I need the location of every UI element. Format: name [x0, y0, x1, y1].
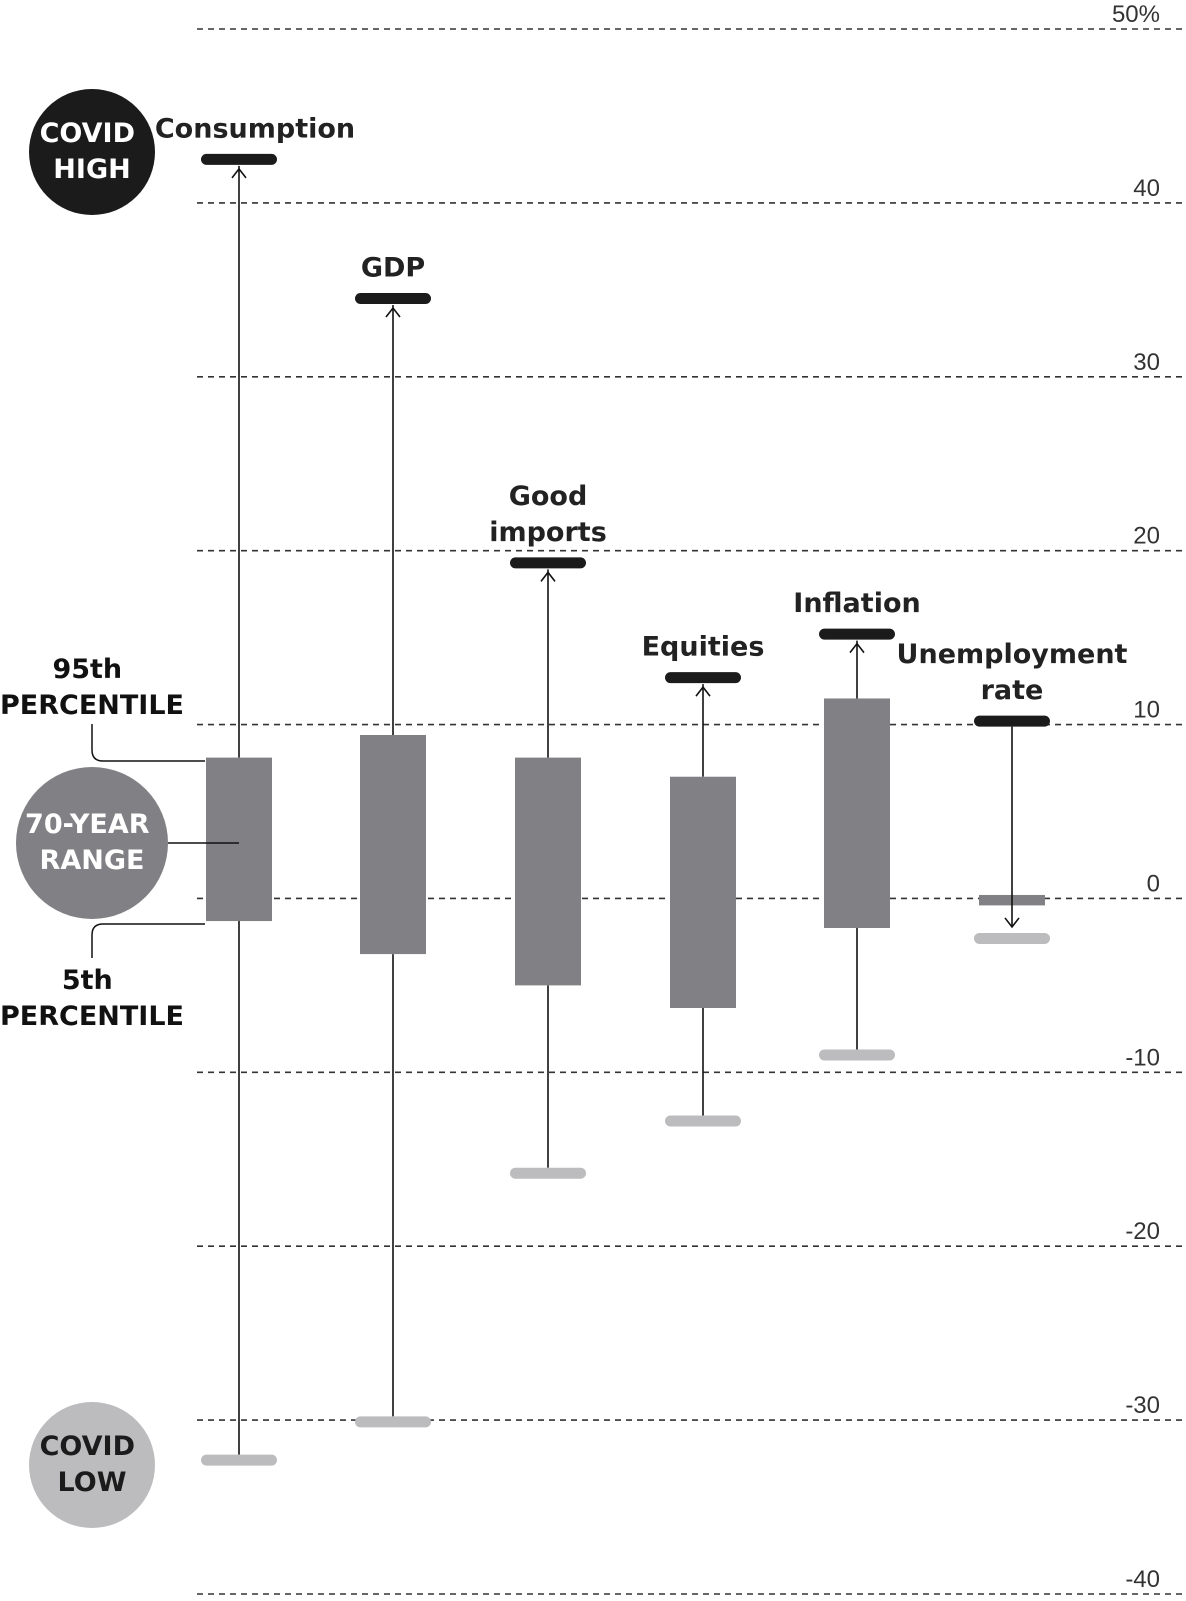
- y-tick-label: -40: [1125, 1566, 1160, 1593]
- covid-high-line-2: HIGH: [53, 154, 130, 185]
- y-tick-label: -10: [1125, 1044, 1160, 1071]
- range-line-2: RANGE: [40, 845, 145, 876]
- series-label-line: Equities: [642, 632, 765, 663]
- series-label-line: imports: [489, 517, 607, 548]
- y-axis-ticks: 50% 40 30 20 10 0 -10 -20 -30 -40: [1112, 1, 1160, 1593]
- down-arrowhead: [1004, 917, 1020, 929]
- series-label-line: rate: [981, 675, 1044, 706]
- series-label: Consumption: [155, 113, 355, 144]
- covid-low-marker: [355, 1416, 431, 1428]
- covid-low-marker: [201, 1454, 277, 1466]
- covid-high-marker: [974, 715, 1050, 727]
- covid-low-line-1: COVID: [40, 1431, 135, 1462]
- covid-high-marker: [510, 557, 586, 569]
- series-label: Unemployment rate: [897, 639, 1128, 706]
- covid-low-legend: COVID LOW: [29, 1402, 155, 1528]
- series-inflation: Inflation: [793, 588, 921, 1061]
- range-box: [670, 776, 736, 1008]
- covid-high-legend: COVID HIGH: [29, 89, 155, 215]
- covid-low-marker: [665, 1115, 741, 1127]
- p5-line-1: 5th: [62, 965, 113, 996]
- series-gdp: GDP: [355, 253, 431, 1428]
- range-box: [360, 734, 426, 955]
- range-box: [824, 698, 890, 929]
- up-arrowhead: [385, 306, 401, 318]
- up-arrowhead: [231, 167, 247, 179]
- series-label-line: Unemployment: [897, 639, 1128, 670]
- y-tick-label: 10: [1133, 697, 1160, 724]
- covid-high-marker: [355, 293, 431, 305]
- y-tick-label: 20: [1133, 523, 1160, 550]
- range-box: [515, 757, 581, 986]
- svg-text:COVID LOW: COVID LOW: [40, 1431, 145, 1498]
- range-line-1: 70-YEAR: [25, 809, 150, 840]
- covid-high-marker: [201, 153, 277, 165]
- y-tick-label: 0: [1147, 870, 1160, 897]
- y-tick-label: -20: [1125, 1218, 1160, 1245]
- series-label: Inflation: [793, 588, 920, 619]
- range-badge: [16, 767, 168, 919]
- y-tick-label: 50%: [1112, 1, 1160, 28]
- covid-low-marker: [974, 932, 1050, 944]
- series-label: GDP: [361, 253, 425, 284]
- svg-text:5th PERCENTILE: 5th PERCENTILE: [0, 965, 184, 1032]
- p5-callout: 5th PERCENTILE: [0, 923, 205, 1032]
- series-label-line: GDP: [361, 253, 425, 284]
- series-good-imports: Good imports: [489, 481, 607, 1179]
- p95-connector: [91, 724, 205, 762]
- series-equities: Equities: [642, 632, 765, 1127]
- covid-high-line-1: COVID: [40, 118, 135, 149]
- series-marks: Consumption GDP Good imports Equities Inflati…: [155, 113, 1128, 1466]
- svg-text:95th PERCENTILE: 95th PERCENTILE: [0, 654, 184, 721]
- series-label-line: Inflation: [793, 588, 920, 619]
- series-consumption: Consumption: [155, 113, 355, 1466]
- series-label-line: Good: [509, 481, 588, 512]
- p95-callout: 95th PERCENTILE: [0, 654, 205, 762]
- covid-low-badge: [29, 1402, 155, 1528]
- up-arrowhead: [695, 685, 711, 697]
- up-arrowhead: [540, 571, 556, 582]
- range-legend: 70-YEAR RANGE: [16, 767, 239, 919]
- p95-line-1: 95th: [52, 654, 122, 685]
- p95-line-2: PERCENTILE: [0, 690, 184, 721]
- range-box: [206, 757, 272, 922]
- series-label-line: Consumption: [155, 113, 355, 144]
- p5-connector: [91, 923, 205, 958]
- covid-high-marker: [819, 628, 895, 640]
- covid-low-marker: [510, 1167, 586, 1179]
- series-unemployment-rate: Unemployment rate: [897, 639, 1128, 944]
- series-label: Good imports: [489, 481, 607, 548]
- covid-low-marker: [819, 1049, 895, 1061]
- covid-high-marker: [665, 672, 741, 684]
- svg-text:70-YEAR RANGE: 70-YEAR RANGE: [25, 809, 159, 876]
- y-tick-label: 40: [1133, 175, 1160, 202]
- p5-line-2: PERCENTILE: [0, 1001, 184, 1032]
- up-arrowhead: [849, 642, 865, 654]
- covid-low-line-2: LOW: [58, 1467, 127, 1498]
- y-tick-label: 30: [1133, 349, 1160, 376]
- covid-high-badge: [29, 89, 155, 215]
- svg-text:COVID HIGH: COVID HIGH: [40, 118, 145, 185]
- series-label: Equities: [642, 632, 765, 663]
- y-tick-label: -30: [1125, 1392, 1160, 1419]
